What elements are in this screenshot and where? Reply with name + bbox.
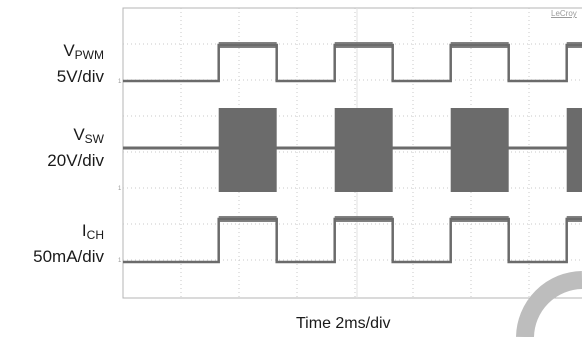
vsw-subscript: SW [84, 132, 104, 146]
corner-arc-decoration [516, 271, 582, 337]
vsw-symbol: V [73, 125, 85, 144]
ich-trace-high-band [334, 216, 393, 222]
vsw-scale: 20V/div [47, 151, 104, 170]
ich-subscript: CH [86, 228, 104, 242]
vsw-burst [218, 108, 277, 192]
channel-label-ich: ICH 50mA/div [33, 220, 104, 267]
ich-symbol: I [81, 221, 87, 240]
lecroy-logo: LeCroy [551, 9, 577, 18]
vpwm-trace-high-band [218, 42, 277, 48]
vpwm-trace-high-band [334, 42, 393, 48]
ich-trace-high-band [450, 216, 509, 222]
vpwm-symbol: V [63, 41, 75, 60]
vsw-ground-marker: 1 [118, 186, 122, 192]
vpwm-trace-high-band [566, 42, 582, 48]
channel-label-vsw: VSW 20V/div [47, 124, 104, 171]
vsw-burst [334, 108, 393, 192]
time-axis-label: Time 2ms/div [296, 315, 391, 332]
ich-trace-high-band [218, 216, 277, 222]
vpwm-scale: 5V/div [56, 67, 104, 86]
vsw-burst [450, 108, 509, 192]
channel-label-vpwm: VPWM 5V/div [57, 40, 104, 87]
ich-ground-marker: 1 [118, 258, 122, 264]
ich-trace-high-band [566, 216, 582, 222]
vpwm-subscript: PWM [74, 48, 104, 62]
vsw-burst [566, 108, 582, 192]
vpwm-trace-high-band [450, 42, 509, 48]
vpwm-ground-marker: 1 [118, 79, 122, 85]
ich-scale: 50mA/div [33, 247, 104, 266]
